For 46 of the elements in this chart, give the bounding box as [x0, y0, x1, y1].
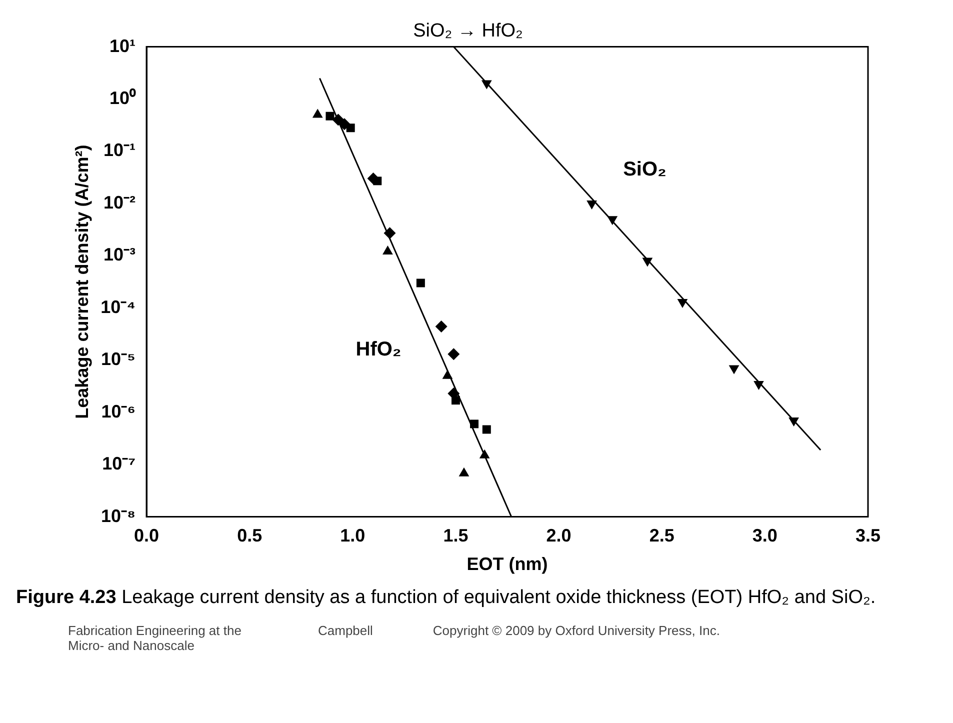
x-tick-label: 1.5 — [443, 526, 468, 546]
text: Fabrication Engineering at the Micro- and Nanoscale — [68, 622, 242, 653]
y-tick-label: 10⁻⁴ — [100, 296, 136, 317]
y-tick-label: 10⁻² — [104, 192, 136, 212]
point — [754, 380, 764, 390]
x-tick-label: 0.5 — [237, 526, 262, 546]
point — [586, 200, 597, 210]
text: Campbell — [318, 622, 373, 640]
point — [607, 216, 618, 226]
text: Leakage current density as a function of equivalent oxide thickness (EOT) HfO₂ and SiO₂. — [122, 587, 876, 608]
y-tick-label: 10⁻¹ — [104, 140, 136, 160]
point — [326, 112, 334, 120]
point — [677, 298, 688, 308]
y-axis-title: Leakage current density (A/cm²) — [72, 144, 92, 419]
point — [448, 348, 460, 360]
y-tick-label: 10⁻³ — [104, 244, 136, 265]
caption: Figure 4.23 — [16, 587, 116, 608]
series-label: SiO₂ — [623, 158, 666, 180]
x-tick-label: 2.5 — [649, 526, 674, 546]
point — [642, 258, 653, 267]
x-tick-label: 3.5 — [855, 526, 881, 546]
y-tick-label: 10⁻⁶ — [101, 401, 136, 422]
x-axis-title: EOT (nm) — [466, 554, 548, 574]
point — [346, 124, 355, 132]
y-tick-label: 10⁻⁸ — [100, 506, 136, 526]
point — [788, 417, 799, 426]
y-tick-label: 10⁻⁷ — [102, 454, 136, 474]
point — [373, 176, 382, 186]
point — [470, 420, 479, 428]
series-label: HfO₂ — [356, 338, 402, 361]
point — [728, 365, 740, 374]
text: Copyright © 2009 by Oxford University Press, Inc. — [432, 622, 720, 640]
y-tick-label: 10¹ — [110, 36, 136, 56]
point — [482, 425, 491, 434]
y-tick-label: 10⁰ — [109, 88, 137, 108]
x-tick-label: 3.0 — [752, 526, 778, 546]
x-tick-label: 0.0 — [134, 526, 160, 546]
point — [384, 227, 396, 240]
point — [451, 396, 460, 405]
point — [416, 278, 425, 288]
chart-title: SiO₂ → HfO₂ — [413, 20, 523, 42]
x-tick-label: 2.0 — [546, 526, 572, 546]
y-tick-label: 10⁻⁵ — [101, 349, 136, 370]
point — [481, 80, 492, 90]
x-tick-label: 1.0 — [340, 526, 366, 546]
point — [435, 320, 448, 333]
